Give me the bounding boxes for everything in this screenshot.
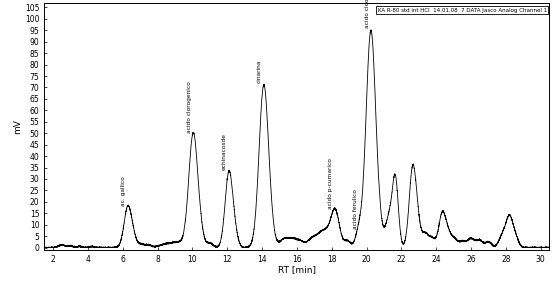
Y-axis label: mV: mV — [13, 119, 22, 134]
Text: KA R-80 std int HCl  14.01.08  7 DATA Jasco Analog Channel 1: KA R-80 std int HCl 14.01.08 7 DATA Jasc… — [378, 8, 547, 13]
Text: ac. gallico: ac. gallico — [121, 177, 126, 206]
Text: acido cicorico: acido cicorico — [365, 0, 370, 28]
Text: acido p-cumarico: acido p-cumarico — [327, 158, 332, 209]
Text: cinarina: cinarina — [257, 60, 262, 83]
Text: acido clorogenico: acido clorogenico — [188, 82, 193, 133]
Text: acido ferulico: acido ferulico — [353, 189, 358, 229]
Text: echinacosde: echinacosde — [221, 133, 226, 170]
X-axis label: RT [min]: RT [min] — [278, 265, 316, 274]
